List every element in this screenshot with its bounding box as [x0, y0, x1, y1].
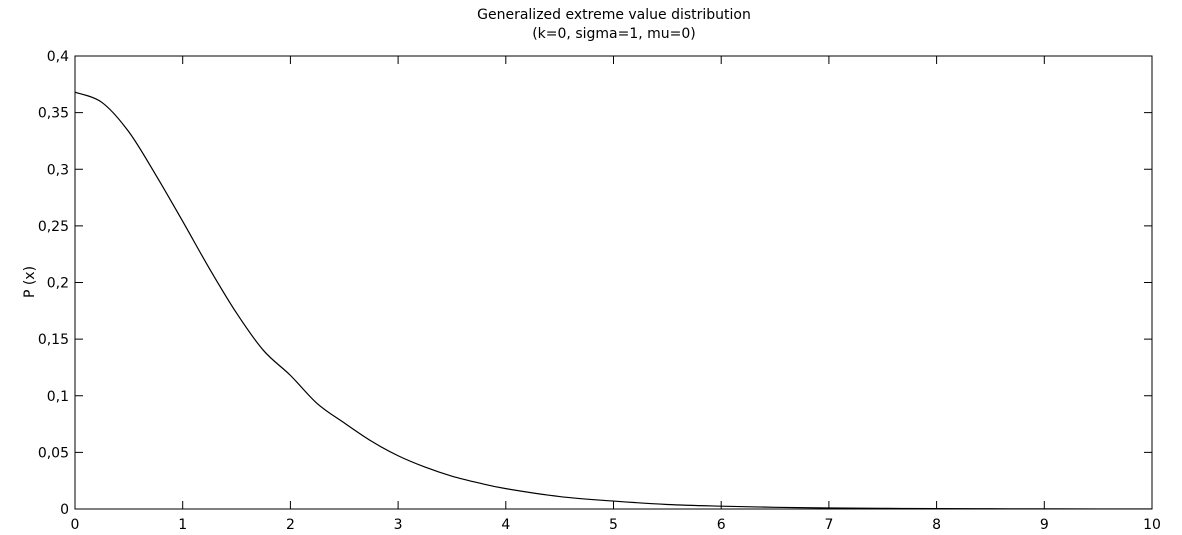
y-tick-label: 0,1 [47, 389, 69, 405]
x-tick-label: 1 [178, 517, 187, 533]
y-tick-label: 0,4 [47, 49, 69, 65]
x-tick-label: 0 [71, 517, 80, 533]
x-tick-label: 10 [1143, 517, 1161, 533]
y-axis-label: P (x) [22, 266, 38, 298]
x-tick-label: 4 [501, 517, 510, 533]
y-tick-label: 0,15 [38, 332, 69, 348]
y-tick-label: 0,2 [47, 276, 69, 292]
series-line [74, 91, 1153, 510]
y-tick-label: 0 [60, 502, 69, 518]
y-tick-label: 0,05 [38, 445, 69, 461]
chart-subtitle: (k=0, sigma=1, mu=0) [532, 26, 696, 42]
x-tick-label: 2 [286, 517, 295, 533]
y-tick-label: 0,25 [38, 219, 69, 235]
y-tick-label: 0,3 [47, 162, 69, 178]
y-tick-label: 0,35 [38, 106, 69, 122]
x-tick-label: 6 [717, 517, 726, 533]
x-tick-label: 3 [394, 517, 403, 533]
x-tick-label: 5 [609, 517, 618, 533]
line-layer [74, 91, 1153, 510]
x-tick-label: 8 [932, 517, 941, 533]
plot-frame [74, 55, 1153, 510]
x-tick-label: 9 [1040, 517, 1049, 533]
x-tick-label: 7 [824, 517, 833, 533]
ticks-layer: 0 1 2 3 4 5 6 7 8 9 10 0 0,05 0,1 0,15 0,2 0,25 0,3 0,35 0,… [38, 49, 1161, 533]
chart-title: Generalized extreme value distribution [477, 7, 751, 23]
